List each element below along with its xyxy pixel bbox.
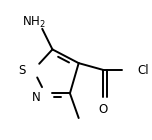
Text: N: N [32,91,41,104]
Text: O: O [99,103,108,116]
Text: Cl: Cl [137,64,149,76]
Text: S: S [18,64,26,76]
Text: NH$_2$: NH$_2$ [22,14,45,30]
